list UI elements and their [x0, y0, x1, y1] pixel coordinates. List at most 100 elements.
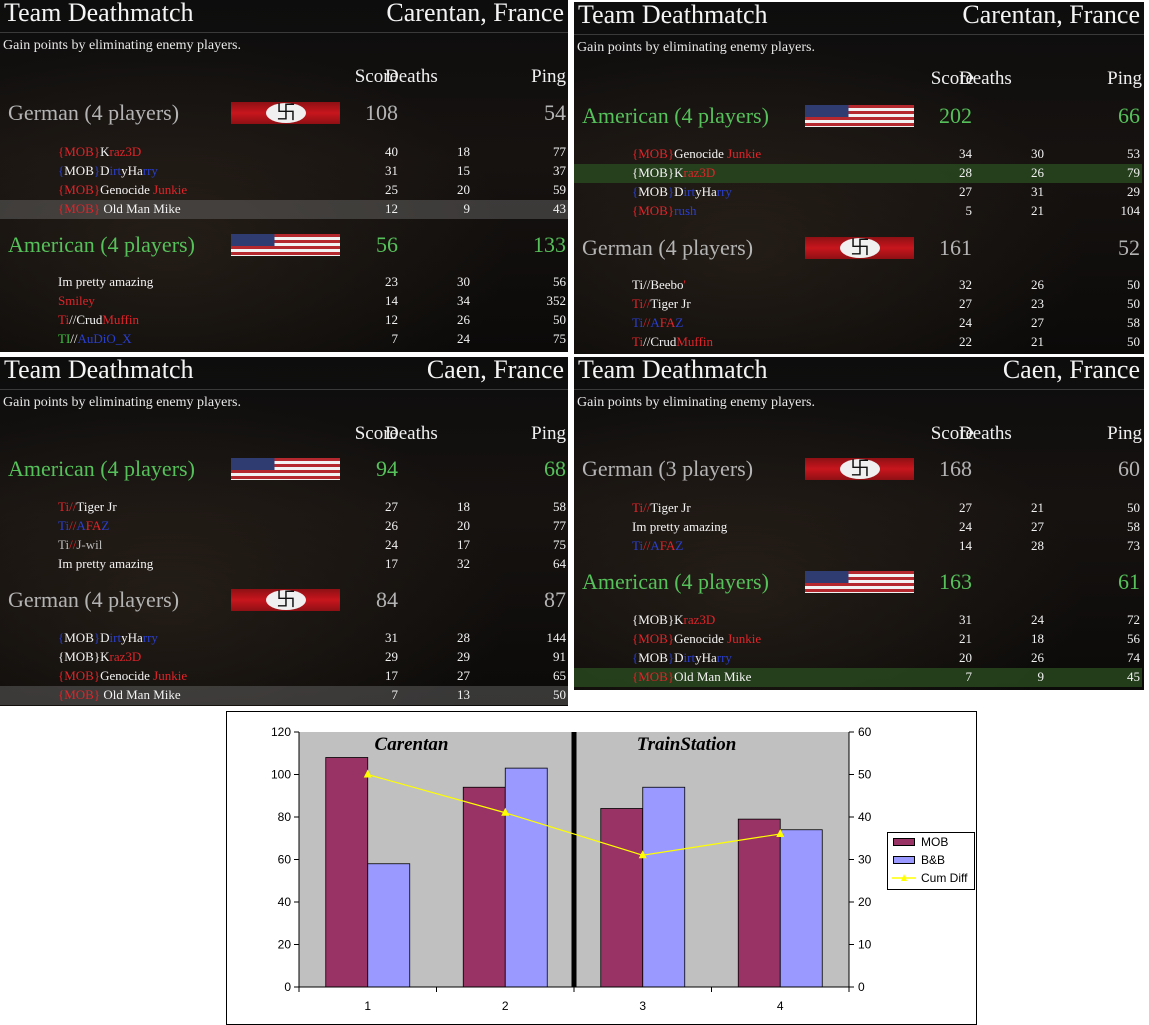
player-name-segment: raz3D: [109, 144, 142, 159]
player-name-segment: Old Man Mike: [100, 687, 181, 702]
point-cum-diff-2: [501, 807, 510, 816]
player-ping: 91: [553, 649, 566, 664]
player-name-segment: {: [632, 650, 639, 665]
player-name-segment: //Crud: [69, 312, 103, 327]
player-score: 27: [959, 296, 972, 311]
player-row: Ti//Tiger Jr 27 18 58: [0, 498, 568, 517]
player-name-segment: }: [93, 630, 101, 645]
player-name: Ti//AFAZ: [632, 315, 683, 331]
team-name: German (3 players): [582, 456, 754, 481]
player-score: 7: [391, 687, 399, 702]
player-name-segment: {MOB}: [58, 182, 101, 197]
chart-svg: 0 20 40 60 80 100 120 0 10 20 30 40 50 60 1 2 3 4 Carentan…: [271, 725, 872, 1013]
player-name-segment: Genocide: [100, 182, 154, 197]
player-ping: 56: [1127, 631, 1140, 646]
player-row: {MOB}DirtyHarry 20 26 74: [574, 649, 1142, 668]
line-cum-diff: [367, 773, 781, 856]
player-deaths: 9: [1037, 669, 1045, 684]
team-score: 202: [939, 103, 972, 128]
player-name-segment: //: [643, 315, 651, 330]
player-row: {MOB}DirtyHarry 31 28 144: [0, 629, 568, 648]
player-score: 28: [959, 165, 972, 180]
player-name-segment: irt: [683, 650, 696, 665]
player-name-segment: Junkie: [727, 631, 762, 646]
divider: [574, 34, 1144, 35]
player-row: {MOB}Kraz3D 29 29 91: [0, 648, 568, 667]
player-name: {MOB}DirtyHarry: [632, 184, 732, 200]
team-name: American (4 players): [582, 103, 769, 128]
team-ping: 68: [544, 456, 566, 481]
map-name: Caen, France: [426, 357, 564, 384]
player-row: TI//AuDiO_X 7 24 75: [0, 330, 568, 349]
player-row: Ti//Tiger Jr 27 21 50: [574, 499, 1142, 518]
player-name-segment: raz3D: [683, 165, 716, 180]
german-flag-icon: [231, 587, 340, 611]
player-name-segment: irt: [109, 163, 122, 178]
player-row: Ti//CrudMuffin 22 21 50: [574, 333, 1142, 352]
player-name-segment: TI: [58, 331, 71, 346]
player-name-segment: Ti: [58, 537, 70, 552]
team-header: American (4 players) 56 133: [0, 232, 568, 260]
player-score: 31: [959, 612, 972, 627]
player-name: Ti//AFAZ: [58, 518, 109, 534]
team-header: American (4 players) 94 68: [0, 456, 568, 484]
player-ping: 74: [1127, 650, 1140, 665]
player-score: 20: [959, 650, 972, 665]
player-name-segment: Im pretty amazing: [58, 274, 154, 289]
player-deaths: 28: [1031, 538, 1044, 553]
player-row: {MOB}Kraz3D 31 24 72: [574, 611, 1142, 630]
player-name-segment: Tiger Jr: [76, 499, 117, 514]
player-name-segment: irt: [683, 184, 696, 199]
deaths-header: Deaths: [385, 66, 438, 87]
player-deaths: 18: [1031, 631, 1044, 646]
player-deaths: 20: [457, 182, 470, 197]
player-name: {MOB} Old Man Mike: [58, 687, 181, 703]
player-name-segment: {: [632, 184, 639, 199]
player-row: Ti//CrudMuffin 12 26 50: [0, 311, 568, 330]
team-ping: 54: [544, 100, 566, 125]
player-name-segment: Tiger Jr: [650, 500, 691, 515]
player-name: Im pretty amazing: [632, 519, 727, 535]
german-flag-icon: [231, 100, 340, 124]
player-ping: 144: [546, 630, 567, 645]
player-name: {MOB}Kraz3D: [632, 165, 715, 181]
player-name-segment: rry: [716, 650, 732, 665]
scoreboard-panel-4: Team Deathmatch Caen, France Gain points…: [574, 357, 1144, 690]
player-score: 14: [959, 538, 972, 553]
player-deaths: 24: [1031, 612, 1044, 627]
player-name: {MOB}Kraz3D: [58, 144, 141, 160]
player-name: {MOB}Genocide Junkie: [58, 668, 187, 684]
x-tick-label: 1: [364, 999, 371, 1013]
player-row: {MOB}Genocide Junkie 17 27 65: [0, 667, 568, 686]
player-name: Ti//Tiger Jr: [632, 296, 691, 312]
team-header: German (3 players) 168 60: [574, 456, 1142, 484]
player-row: Ti//AFAZ 24 27 58: [574, 314, 1142, 333]
player-score: 29: [385, 649, 398, 664]
player-score: 34: [959, 146, 972, 161]
bar-mob-4: [737, 818, 781, 988]
team-ping: 52: [1118, 235, 1140, 260]
legend-item-mob: MOB: [891, 834, 975, 852]
point-cum-diff-1: [363, 769, 372, 778]
player-name-segment: Junkie: [727, 146, 762, 161]
map-name: Caen, France: [1002, 357, 1140, 384]
player-name-segment: //: [643, 500, 651, 515]
player-score: 40: [385, 144, 398, 159]
player-name-segment: D: [674, 184, 684, 199]
player-deaths: 21: [1031, 334, 1044, 349]
legend-swatch-mob: [893, 838, 915, 846]
player-name-segment: Muffin: [676, 334, 713, 349]
player-ping: 75: [553, 331, 566, 346]
y-tick-label-right: 0: [858, 980, 865, 994]
team-ping: 66: [1118, 103, 1140, 128]
player-name-segment: K: [100, 649, 110, 664]
player-name-segment: FA: [659, 538, 676, 553]
divider: [0, 32, 568, 33]
player-ping: 65: [553, 668, 566, 683]
scoreboard-panel-2: Team Deathmatch Carentan, France Gain po…: [574, 2, 1144, 354]
player-ping: 43: [553, 201, 566, 216]
player-ping: 50: [553, 687, 566, 702]
player-name-segment: yHa: [695, 184, 717, 199]
player-deaths: 30: [457, 274, 470, 289]
player-name-segment: D: [100, 630, 110, 645]
